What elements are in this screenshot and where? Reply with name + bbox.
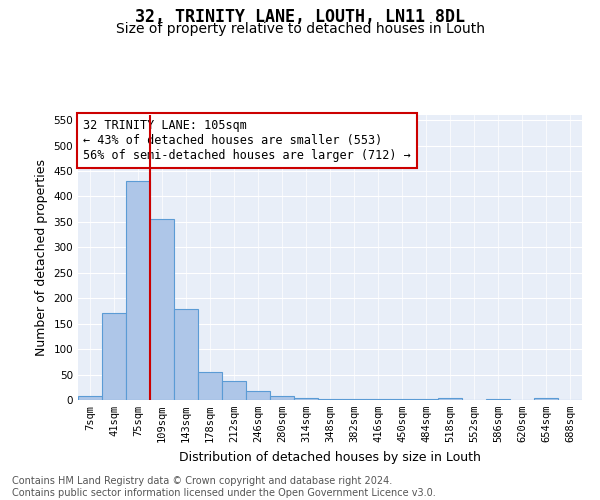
Bar: [294, 398, 318, 400]
X-axis label: Distribution of detached houses by size in Louth: Distribution of detached houses by size …: [179, 450, 481, 464]
Y-axis label: Number of detached properties: Number of detached properties: [35, 159, 48, 356]
Bar: [222, 380, 246, 400]
Bar: [246, 391, 270, 400]
Bar: [78, 396, 102, 400]
Bar: [270, 396, 294, 400]
Bar: [102, 314, 126, 400]
Text: Contains HM Land Registry data © Crown copyright and database right 2024.
Contai: Contains HM Land Registry data © Crown c…: [12, 476, 436, 498]
Bar: [174, 310, 198, 400]
Bar: [534, 398, 558, 400]
Bar: [126, 181, 150, 400]
Bar: [318, 399, 342, 400]
Bar: [150, 220, 174, 400]
Text: Size of property relative to detached houses in Louth: Size of property relative to detached ho…: [115, 22, 485, 36]
Text: 32 TRINITY LANE: 105sqm
← 43% of detached houses are smaller (553)
56% of semi-d: 32 TRINITY LANE: 105sqm ← 43% of detache…: [83, 120, 411, 162]
Bar: [438, 398, 462, 400]
Text: 32, TRINITY LANE, LOUTH, LN11 8DL: 32, TRINITY LANE, LOUTH, LN11 8DL: [135, 8, 465, 26]
Bar: [198, 372, 222, 400]
Bar: [342, 399, 366, 400]
